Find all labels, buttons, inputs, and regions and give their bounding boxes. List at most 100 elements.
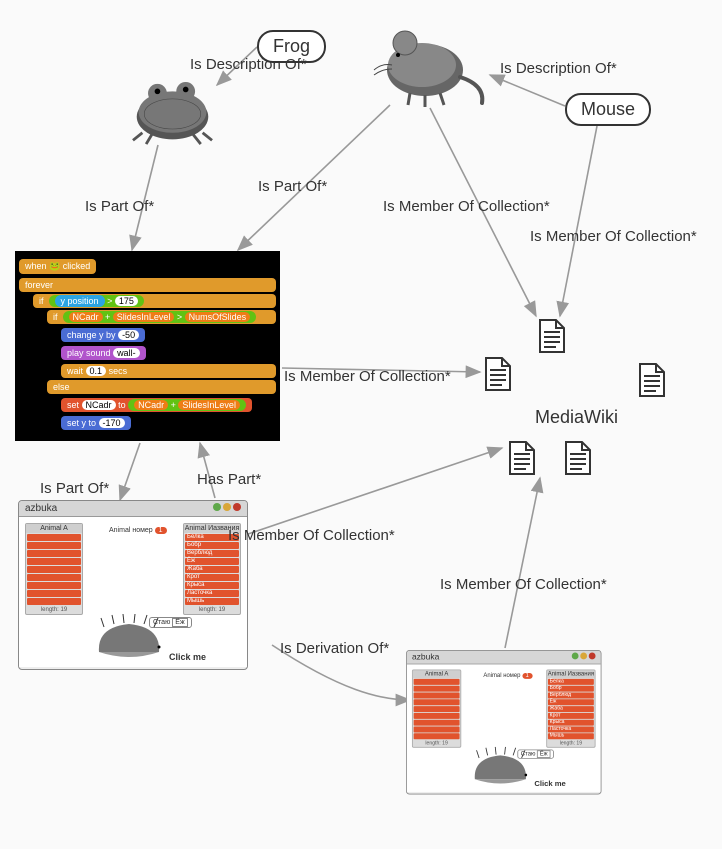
- list-item: [414, 699, 460, 705]
- frog-image-node: [125, 65, 220, 145]
- list-item: Бобр: [185, 542, 239, 549]
- mouse-label-text: Mouse: [581, 99, 635, 119]
- azbuka-stage-2: azbuka Animal A length: 19 Animal номер …: [406, 650, 602, 795]
- list-item: [414, 720, 460, 726]
- azbuka1-left-list: Animal A length: 19: [25, 523, 83, 615]
- list-item: [27, 542, 81, 549]
- window-controls: [570, 653, 596, 662]
- list-item: Верблюд: [548, 693, 594, 699]
- azbuka1-title-text: azbuka: [25, 503, 57, 514]
- right-list-header: Animal Иазвания: [184, 524, 240, 533]
- azbuka2-badge: Animal номер 1: [483, 673, 532, 679]
- scratch-if2: if NCadr + SlidesInLevel > NumsOfSlides: [47, 310, 276, 324]
- list-item: Бобр: [548, 686, 594, 692]
- diagram-canvas: Frog Mouse when 🐸 clicked for: [0, 0, 722, 849]
- list-item: Ёж: [548, 699, 594, 705]
- list-item: Ёж: [185, 558, 239, 565]
- scratch-hat: when 🐸 clicked: [19, 259, 96, 274]
- frog-label-node: Frog: [257, 30, 326, 63]
- edge-label: Is Part Of*: [40, 480, 109, 497]
- azbuka2-left-list: Animal A length: 19: [412, 670, 461, 748]
- azbuka1-right-list: Animal Иазвания БелкаБобрВерблюдЁжЖабаКр…: [183, 523, 241, 615]
- edge-label: Has Part*: [197, 471, 261, 488]
- list-item: [414, 679, 460, 685]
- edge-label: Is Member Of Collection*: [284, 368, 451, 385]
- list-item: [27, 582, 81, 589]
- left-list-header: Animal A: [26, 524, 82, 533]
- mouse-icon: [370, 15, 490, 110]
- list-item: Крот: [548, 713, 594, 719]
- list-item: [27, 550, 81, 557]
- list-item: Мышь: [185, 598, 239, 605]
- azbuka2-titlebar: azbuka: [407, 651, 601, 665]
- list-item: [27, 598, 81, 605]
- list-item: Крыса: [548, 720, 594, 726]
- mouse-image-node: [370, 15, 490, 110]
- list-item: Ласточка: [548, 727, 594, 733]
- scratch-175: 175: [115, 296, 138, 306]
- click-me-text: Click me: [534, 779, 565, 788]
- edge-label: Is Part Of*: [85, 198, 154, 215]
- scratch-forever: forever: [19, 278, 276, 292]
- doc-icon-3: [636, 362, 666, 398]
- azbuka2-right-list: Animal Иазвания БелкаБобрВерблюдЁжЖабаКр…: [546, 670, 595, 748]
- doc-icon-2: [482, 356, 512, 392]
- scratch-script-node: when 🐸 clicked forever if y position > 1…: [15, 251, 280, 441]
- list-item: Белка: [548, 679, 594, 685]
- scratch-if: if y position > 175: [33, 294, 276, 308]
- list-item: [414, 706, 460, 712]
- list-item: Белка: [185, 534, 239, 541]
- edge-label: Is Description Of*: [500, 60, 617, 77]
- click-me-text: Click me: [169, 652, 206, 662]
- var-slides: SlidesInLevel: [113, 312, 175, 322]
- edge-label: Is Derivation Of*: [280, 640, 389, 657]
- frog-icon: [125, 65, 220, 145]
- scratch-change-y: change y by -50: [61, 328, 145, 342]
- scratch-set-y: set y to -170: [61, 416, 131, 430]
- list-item: Ласточка: [185, 590, 239, 597]
- list-item: [414, 693, 460, 699]
- hedgehog-icon: [466, 745, 534, 789]
- azbuka1-body: Animal A length: 19 Animal номер 1 Anima…: [19, 517, 247, 667]
- mediawiki-label: MediaWiki: [535, 407, 618, 428]
- azbuka2-body: Animal A length: 19 Animal номер 1 Anima…: [407, 664, 601, 792]
- var-numofslides: NumsOfSlides: [185, 312, 251, 322]
- list-item: Крот: [185, 574, 239, 581]
- list-item: [27, 534, 81, 541]
- list-item: Верблюд: [185, 550, 239, 557]
- list-item: [414, 686, 460, 692]
- edge-label: Is Member Of Collection*: [530, 228, 697, 245]
- right-list-footer: length: 19: [184, 606, 240, 614]
- azbuka-stage-1: azbuka Animal A length: 19 Animal номер …: [18, 500, 248, 670]
- list-item: Мышь: [548, 733, 594, 739]
- list-item: [414, 713, 460, 719]
- azbuka2-title-text: azbuka: [412, 653, 439, 662]
- edge-label: Is Member Of Collection*: [383, 198, 550, 215]
- list-item: Жаба: [548, 706, 594, 712]
- azbuka1-titlebar: azbuka: [19, 501, 247, 517]
- doc-icon-1: [536, 318, 566, 354]
- scratch-play-sound: play sound wall-: [61, 346, 146, 360]
- list-item: [414, 727, 460, 733]
- scratch-else: else: [47, 380, 276, 394]
- left-list-footer: length: 19: [26, 606, 82, 614]
- window-controls: [211, 503, 241, 514]
- list-item: [27, 566, 81, 573]
- mouse-label-node: Mouse: [565, 93, 651, 126]
- scratch-wait: wait 0.1 secs: [61, 364, 276, 378]
- scratch-yposition: y position: [55, 295, 105, 307]
- list-item: Крыса: [185, 582, 239, 589]
- hedgehog-icon: [89, 612, 169, 664]
- doc-icon-4: [506, 440, 536, 476]
- list-item: Жаба: [185, 566, 239, 573]
- list-item: [27, 574, 81, 581]
- doc-icon-5: [562, 440, 592, 476]
- edge-label: Is Member Of Collection*: [440, 576, 607, 593]
- list-item: [414, 733, 460, 739]
- scratch-op-gt: >: [107, 296, 112, 306]
- azbuka1-badge: Animal номер 1: [109, 527, 167, 534]
- frog-label-text: Frog: [273, 36, 310, 56]
- scratch-set-var: set NCadr to NCadr + SlidesInLevel: [61, 398, 252, 412]
- edge-label: Is Member Of Collection*: [228, 527, 395, 544]
- list-item: [27, 558, 81, 565]
